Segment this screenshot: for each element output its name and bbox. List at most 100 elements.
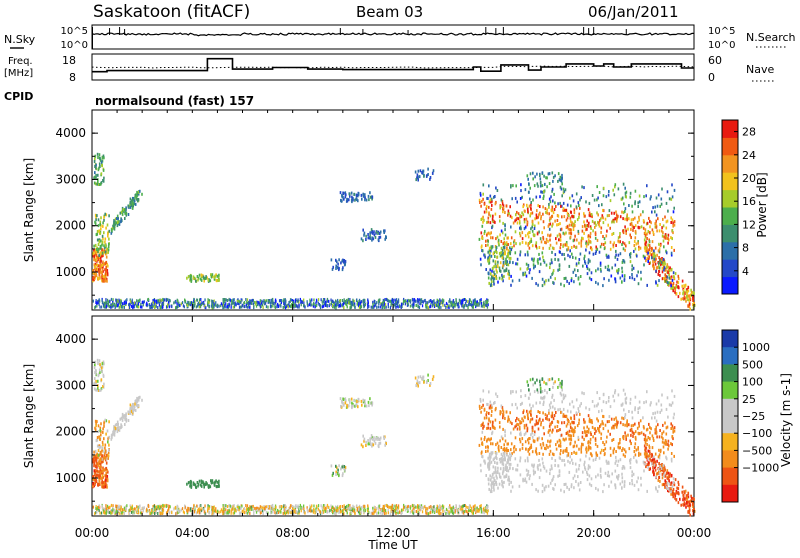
power-cell	[272, 298, 273, 301]
power-cell	[485, 240, 487, 243]
power-cell	[270, 305, 271, 308]
power-cell	[117, 221, 119, 224]
power-cell	[526, 263, 528, 266]
power-cell	[171, 305, 172, 308]
power-cell	[373, 237, 375, 240]
power-cell	[619, 232, 621, 235]
power-cell	[629, 241, 631, 244]
velocity-cell	[332, 510, 333, 513]
freq-series-line	[92, 59, 694, 72]
power-cell	[671, 183, 673, 186]
power-cell	[648, 248, 650, 251]
velocity-cell	[258, 507, 259, 510]
power-cell	[412, 298, 413, 301]
power-cell	[663, 277, 665, 280]
power-cell	[191, 280, 193, 283]
power-cell	[194, 300, 195, 303]
velocity-cell	[139, 505, 140, 508]
velocity-cell	[177, 506, 178, 509]
power-cell	[680, 298, 682, 301]
power-cell	[561, 215, 563, 218]
velocity-cell	[197, 481, 199, 484]
power-cell	[383, 229, 385, 232]
power-cell	[586, 265, 588, 268]
power-cell	[515, 262, 517, 265]
power-cell	[541, 240, 543, 243]
power-cell	[544, 281, 546, 284]
power-cell	[490, 284, 492, 287]
velocity-cell	[114, 510, 115, 513]
velocity-cell	[111, 434, 113, 437]
power-cell	[674, 189, 676, 192]
power-cell	[564, 215, 566, 218]
velocity-cell	[338, 507, 339, 510]
power-cell	[143, 303, 144, 306]
power-cell	[615, 254, 617, 257]
power-cell	[197, 275, 199, 278]
power-cell	[130, 201, 132, 204]
power-cell	[386, 306, 387, 309]
power-cell	[351, 192, 353, 195]
power-cell	[649, 252, 651, 255]
velocity-cell	[121, 506, 122, 509]
velocity-cell	[424, 505, 425, 508]
power-cell	[673, 275, 675, 278]
power-cell	[590, 235, 592, 238]
velocity-cell	[384, 512, 385, 515]
power-cell	[113, 221, 115, 224]
sky-right-tick-top: 10^5	[708, 26, 735, 37]
power-cell	[637, 242, 639, 245]
velocity-cell	[96, 454, 98, 457]
power-cell	[340, 191, 342, 194]
power-cell	[624, 279, 626, 282]
power-cell	[482, 193, 484, 196]
power-cell	[231, 302, 232, 305]
velocity-cell	[430, 511, 431, 514]
power-cell	[544, 183, 546, 186]
nsky-series-line	[92, 33, 694, 36]
power-cell	[532, 177, 534, 180]
power-cell	[568, 214, 570, 217]
power-cell	[212, 300, 213, 303]
velocity-cell	[218, 485, 220, 488]
velocity-cell	[183, 510, 184, 513]
power-cell	[357, 303, 358, 306]
power-cell	[529, 241, 531, 244]
power-cell	[579, 282, 581, 285]
velocity-cell	[473, 509, 474, 512]
power-cell	[103, 231, 105, 234]
power-cell	[688, 286, 690, 289]
velocity-cell	[132, 510, 133, 513]
velocity-cell	[230, 505, 231, 508]
velocity-cell	[100, 471, 102, 474]
power-cell	[335, 267, 337, 270]
velocity-cell	[233, 512, 234, 515]
power-cell	[509, 246, 511, 249]
velocity-cell	[366, 405, 368, 408]
velocity-cell	[101, 370, 103, 373]
velocity-cell	[658, 479, 660, 482]
nsky-label: N.Sky	[4, 33, 36, 46]
power-cell	[126, 298, 127, 301]
velocity-cell	[208, 485, 210, 488]
power-cell	[557, 258, 559, 261]
power-cell	[560, 176, 562, 179]
power-cell	[563, 188, 565, 191]
power-cell	[554, 208, 556, 211]
power-cell	[95, 259, 97, 262]
velocity-cell	[649, 458, 651, 461]
velocity-cell	[130, 506, 131, 509]
power-cell	[624, 225, 626, 228]
power-cell	[540, 177, 542, 180]
power-cell	[657, 284, 659, 287]
velocity-cell	[422, 510, 423, 513]
velocity-cell	[361, 511, 362, 514]
power-cell	[543, 175, 545, 178]
velocity-cell	[99, 466, 101, 469]
power-cell	[106, 256, 108, 259]
velocity-cell	[663, 467, 665, 470]
velocity-cell	[272, 507, 273, 510]
power-cell	[679, 292, 681, 295]
power-cell	[615, 280, 617, 283]
velocity-cell	[684, 501, 686, 504]
